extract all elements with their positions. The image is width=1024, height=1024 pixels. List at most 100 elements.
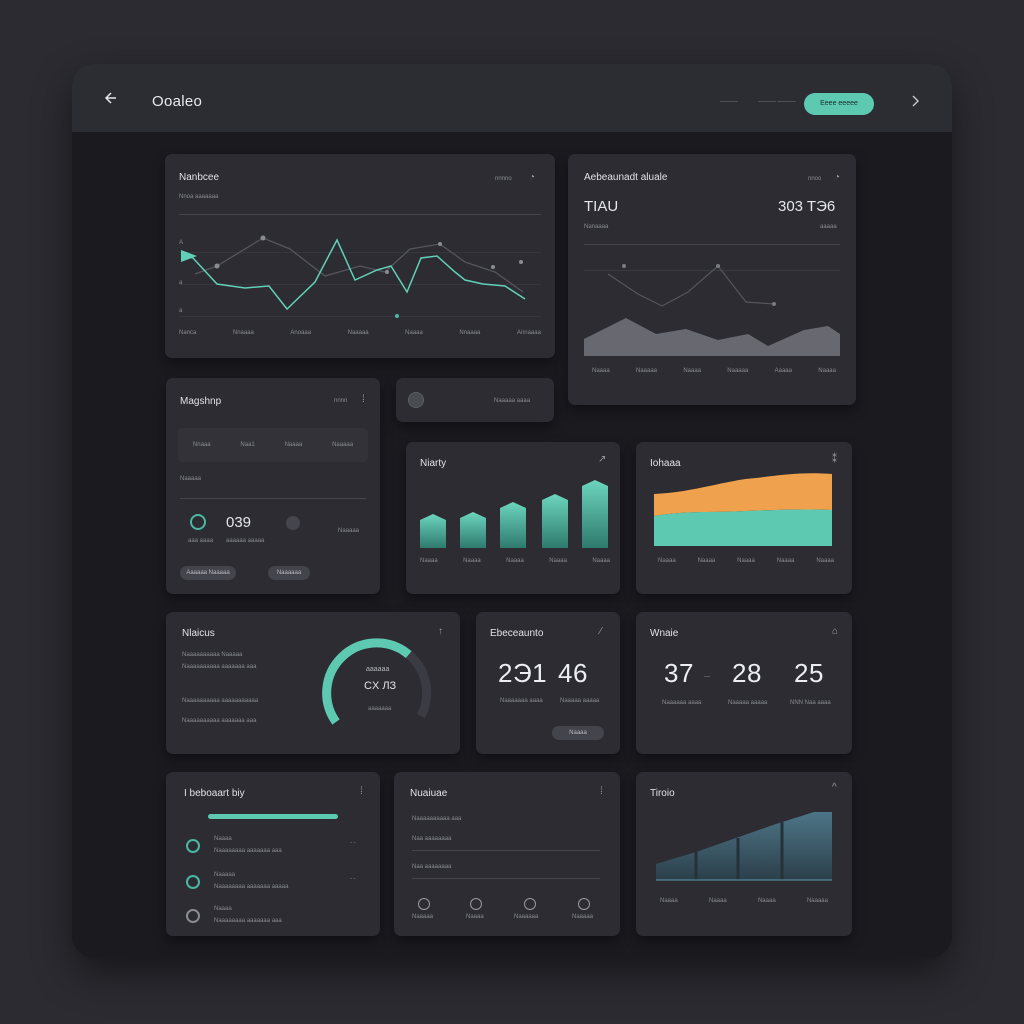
card-title: Magshnp: [180, 396, 222, 407]
gauge-fill: [322, 638, 432, 725]
trend-line: [607, 265, 775, 307]
bar: [582, 480, 608, 548]
primary-action-button[interactable]: Eeee eeeee: [804, 93, 874, 115]
refresh-icon[interactable]: [578, 898, 590, 910]
edit-icon[interactable]: ⁄: [600, 626, 602, 637]
x-label: Naaaa: [420, 558, 438, 564]
area-series: [656, 812, 832, 880]
mini-card: Naaaaa aaaa: [396, 378, 554, 422]
steel-area-svg: [656, 812, 832, 881]
separator: —: [704, 674, 710, 680]
x-label: Naaaa: [776, 558, 795, 564]
area-series-teal: [654, 509, 832, 546]
more-icon[interactable]: ◔: [529, 172, 536, 183]
data-point: [622, 264, 626, 268]
card-badge: nnoo: [808, 176, 822, 182]
value-left: TIAU: [584, 198, 619, 215]
circle-icon: [186, 909, 200, 923]
numbers-card: Wnaie ⌂ 37 — 28 25 Naaaaaa aaaa Naaaaa a…: [636, 612, 852, 754]
info-line: Naaaaaaaaaa aaaaaaaaaaa: [182, 698, 259, 704]
data-point: [438, 242, 442, 246]
column-header[interactable]: Naaaaa: [332, 442, 354, 448]
stacked-area-svg: [654, 473, 832, 546]
number-sub: Naaaaa aaaaa: [728, 700, 768, 706]
column-header[interactable]: Nnaaa: [192, 442, 211, 448]
sub-left: Nanaaaa: [584, 224, 609, 230]
list-item-label: Naaaa: [214, 836, 232, 842]
list-item[interactable]: Naaaaa Naaaaaaaa aaaaaaa aaaaa - -: [184, 872, 366, 894]
y-tick: a: [179, 280, 183, 286]
stats-button[interactable]: Naaaa: [552, 726, 604, 740]
form-row[interactable]: Naa aaaaaaaa: [412, 864, 452, 870]
mini-label: Naaaaa aaaa: [494, 398, 531, 404]
record-icon[interactable]: [286, 516, 300, 530]
x-label: Naaaa: [757, 898, 776, 904]
column-header[interactable]: Naaaa: [284, 442, 303, 448]
x-label: Naaaa: [737, 558, 755, 564]
tertiary-button[interactable]: Naaaaaa: [268, 566, 310, 580]
circle-icon[interactable]: [418, 898, 430, 910]
data-point: [260, 235, 266, 241]
number-value: 28: [732, 658, 762, 688]
bar: [420, 514, 446, 548]
x-label: Naaaa: [818, 368, 836, 374]
grid-line: [179, 284, 541, 285]
x-label: Naaaa: [592, 368, 610, 374]
bar: [460, 512, 486, 548]
circle-check-icon: [186, 839, 200, 853]
x-label: Nanca: [179, 330, 197, 336]
card-title: Wnaie: [650, 628, 679, 639]
icon-label: Naaaa: [466, 914, 484, 920]
x-label: Naaaa: [549, 558, 567, 564]
progress-bar: [208, 814, 338, 819]
circle-icon[interactable]: [524, 898, 536, 910]
chevron-right-icon[interactable]: [910, 94, 922, 108]
input-underline: [412, 850, 600, 851]
divider: [179, 214, 541, 215]
form-row[interactable]: Naa aaaaaaaa: [412, 836, 452, 842]
icon-label: Naaaaa: [412, 914, 434, 920]
x-label: Naaaa: [506, 558, 524, 564]
right-sub: Naaaaa: [338, 528, 360, 534]
data-point: [716, 264, 720, 268]
line-chart-svg: [180, 235, 526, 318]
back-arrow-icon[interactable]: [102, 90, 118, 106]
status-ring-icon: [190, 514, 206, 530]
menu-icon[interactable]: ⁞: [362, 394, 365, 405]
toggle-knob-icon[interactable]: [408, 392, 424, 408]
info-line: Naaaaaaaaaa Naaaaa: [182, 652, 243, 658]
secondary-button[interactable]: Aaaaaa Naaaaa: [180, 566, 236, 580]
info-line: Naaaaaaaaaa aaaaaaa aaa: [182, 664, 257, 670]
menu-icon[interactable]: ⁞: [360, 786, 363, 797]
stat-sub-1: Naaaaaaa aaaa: [500, 698, 543, 704]
top-link-1[interactable]: ———: [720, 99, 738, 105]
area-series-orange: [654, 473, 832, 516]
settings-icon[interactable]: ⁑: [832, 454, 837, 465]
x-label: Naaaa: [816, 558, 834, 564]
more-icon[interactable]: ◔: [834, 172, 841, 183]
menu-icon[interactable]: ⁞: [600, 786, 603, 797]
top-link-2[interactable]: ——— ———: [758, 99, 796, 105]
list-item[interactable]: Naaaa Naaaaaaaa aaaaaaa aaa: [184, 906, 366, 928]
data-point: [772, 302, 776, 306]
section-label: Naaaaa: [180, 476, 202, 482]
pin-icon[interactable]: ↑: [438, 626, 443, 637]
stats-card: Ebeceaunto ⁄ 2Э1 46 Naaaaaaa aaaa Naaaaa…: [476, 612, 620, 754]
circle-icon[interactable]: [470, 898, 482, 910]
series-marker: [181, 250, 197, 262]
x-axis-labels: Naaaa Naaaa Naaaa Naaaa Naaaa: [658, 558, 834, 564]
lock-icon[interactable]: ⌂: [832, 626, 839, 637]
bar: [542, 494, 568, 548]
card-subtitle: Nnoa aaaaaaa: [179, 194, 219, 200]
list-item[interactable]: Naaaa Naaaaaaaa aaaaaaa aaa - -: [184, 836, 366, 858]
column-header[interactable]: Naa1: [240, 442, 255, 448]
metric-value: 039: [226, 514, 252, 531]
card-title: Niarty: [420, 458, 447, 469]
form-row: Naaaaaaaaaa aaa: [412, 816, 462, 822]
caret-up-icon[interactable]: ^: [832, 782, 837, 793]
area-chart-svg: [584, 264, 840, 356]
gauge-card: Nlaicus ↑ Naaaaaaaaaa Naaaaa Naaaaaaaaaa…: [166, 612, 460, 754]
pencil-icon[interactable]: ↗: [598, 454, 607, 465]
x-label: Naaaaa: [806, 898, 828, 904]
stat-value-2: 46: [558, 658, 588, 688]
